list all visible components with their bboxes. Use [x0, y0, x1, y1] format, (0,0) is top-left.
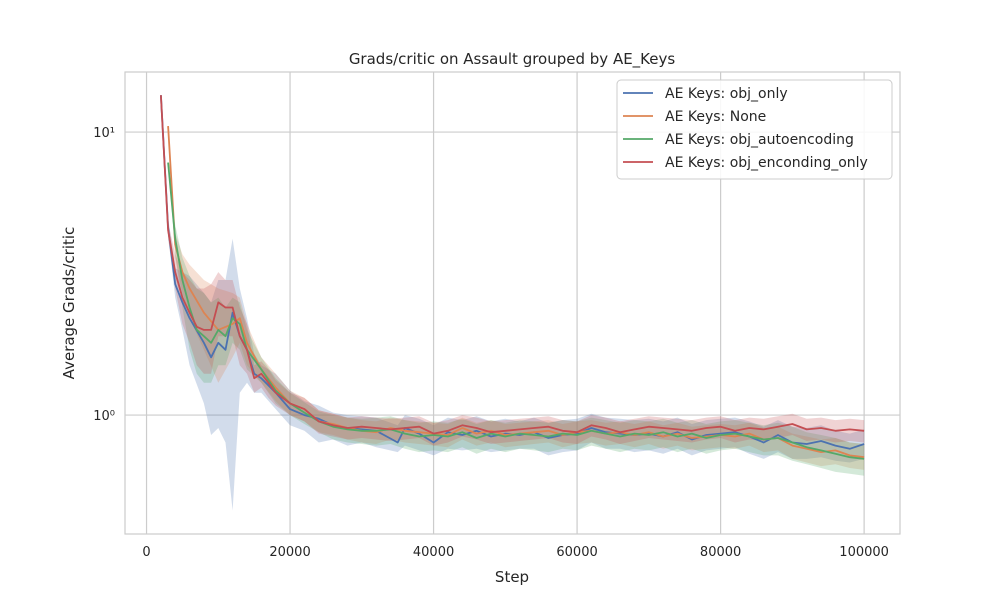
x-tick-label: 20000	[269, 545, 310, 560]
series-line-4	[160, 95, 865, 435]
tick-labels: 0 20000 40000 60000 80000 100000 10⁰ 10¹	[93, 126, 889, 560]
confidence-bands	[160, 95, 865, 511]
x-tick-label: 80000	[700, 545, 741, 560]
x-tick-label: 60000	[556, 545, 597, 560]
series-lines	[160, 95, 865, 460]
legend-label-4: AE Keys: obj_enconding_only	[665, 155, 868, 171]
legend: AE Keys: obj_only AE Keys: None AE Keys: o…	[616, 79, 893, 180]
series-band-3	[168, 162, 865, 476]
legend-label-2: AE Keys: None	[665, 109, 766, 125]
legend-label-1: AE Keys: obj_only	[665, 86, 788, 102]
x-tick-label: 40000	[413, 545, 454, 560]
series-band-1	[160, 95, 865, 511]
x-axis-label: Step	[495, 568, 529, 586]
x-tick-label: 0	[142, 545, 150, 560]
grid-lines	[125, 72, 900, 534]
series-band-2	[168, 126, 865, 470]
chart-title: Grads/critic on Assault grouped by AE_Ke…	[349, 50, 676, 69]
y-tick-label: 10⁰	[93, 409, 115, 424]
y-tick-label: 10¹	[93, 126, 115, 141]
x-tick-label: 100000	[839, 545, 889, 560]
legend-box	[616, 79, 893, 180]
plot-frame	[124, 71, 901, 535]
series-line-3	[167, 162, 865, 460]
y-axis-label: Average Grads/critic	[60, 227, 78, 380]
series-line-1	[160, 95, 865, 450]
legend-label-3: AE Keys: obj_autoencoding	[665, 132, 854, 148]
